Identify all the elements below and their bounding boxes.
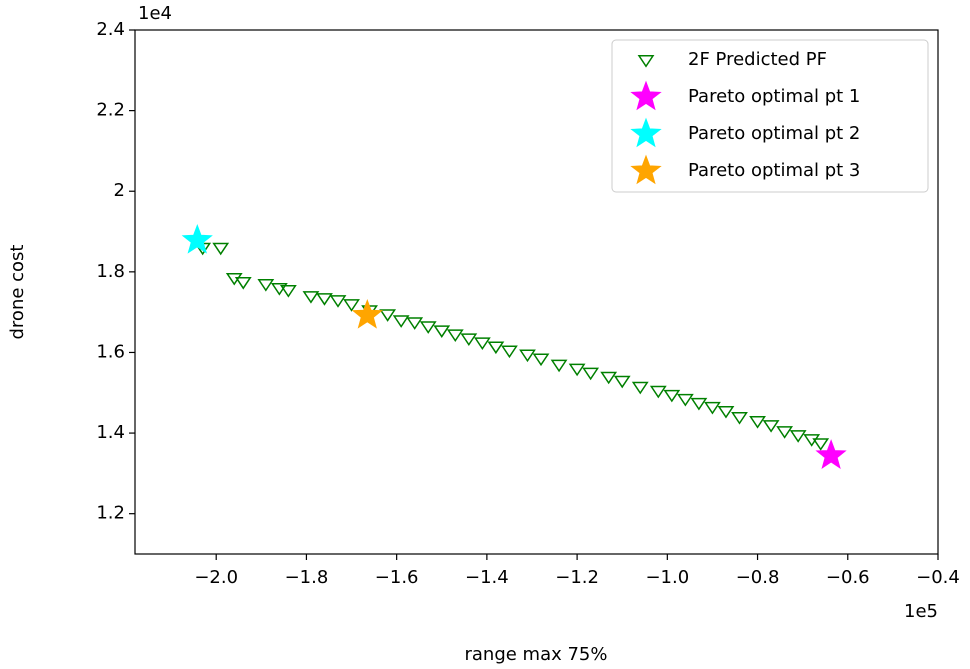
x-tick-label: −1.8 xyxy=(285,567,329,588)
y-tick-label: 1.8 xyxy=(96,261,125,282)
y-offset-text: 1e4 xyxy=(138,3,172,24)
point xyxy=(279,285,297,298)
legend-label: Pareto optimal pt 3 xyxy=(688,160,860,181)
point xyxy=(812,438,830,451)
legend-box xyxy=(611,39,929,193)
y-tick-label: 1.2 xyxy=(96,503,125,524)
x-tick-label: −1.0 xyxy=(645,567,689,588)
point xyxy=(762,420,780,433)
point xyxy=(676,393,694,407)
point xyxy=(419,321,437,334)
point xyxy=(663,389,681,403)
point xyxy=(379,309,397,322)
point xyxy=(600,371,618,385)
point xyxy=(234,276,252,290)
point xyxy=(392,315,410,328)
y-tick-label: 2 xyxy=(114,180,125,201)
point xyxy=(550,359,568,373)
star-point xyxy=(351,298,383,329)
point xyxy=(789,430,807,443)
point xyxy=(501,345,518,359)
point xyxy=(446,329,464,342)
y-axis-label: drone cost xyxy=(7,245,28,340)
point xyxy=(343,299,360,312)
point xyxy=(433,325,451,338)
point xyxy=(613,375,631,389)
x-tick-label: −1.6 xyxy=(375,567,419,588)
point xyxy=(749,416,766,429)
x-offset-text: 1e5 xyxy=(904,601,938,622)
point xyxy=(568,363,586,377)
star-point xyxy=(181,223,213,254)
x-tick-label: −1.2 xyxy=(555,567,599,588)
point xyxy=(582,367,600,381)
x-axis-label: range max 75% xyxy=(464,644,607,665)
legend-marker xyxy=(630,80,662,111)
legend-marker xyxy=(630,117,662,148)
point xyxy=(776,426,794,439)
legend-label: Pareto optimal pt 1 xyxy=(688,86,860,107)
y-tick-label: 1.6 xyxy=(96,341,125,362)
point xyxy=(519,349,536,363)
point xyxy=(690,397,708,411)
x-tick-label: −1.4 xyxy=(465,567,509,588)
y-tick-label: 2.4 xyxy=(96,19,125,40)
point xyxy=(406,317,424,330)
y-tick-label: 1.4 xyxy=(96,422,125,443)
legend-label: 2F Predicted PF xyxy=(688,49,827,70)
point xyxy=(717,405,735,419)
point xyxy=(460,333,478,347)
legend-marker xyxy=(630,154,662,185)
point xyxy=(532,353,550,367)
point xyxy=(631,381,649,395)
star-point xyxy=(815,439,847,469)
legend: 2F Predicted PF Pareto optimal pt 1 Pareto… xyxy=(611,39,929,193)
point xyxy=(316,293,333,306)
plot-frame xyxy=(134,29,939,555)
point xyxy=(473,337,491,351)
x-tick-label: −2.0 xyxy=(194,567,238,588)
legend-marker xyxy=(637,55,655,68)
point xyxy=(257,278,275,292)
legend-label: Pareto optimal pt 2 xyxy=(688,123,860,144)
point xyxy=(649,385,667,399)
point xyxy=(302,291,320,304)
x-tick-label: −0.8 xyxy=(736,567,780,588)
point xyxy=(731,412,748,425)
point xyxy=(487,341,505,355)
point xyxy=(329,295,347,308)
x-tick-label: −0.6 xyxy=(826,567,870,588)
point xyxy=(704,401,721,415)
y-tick-label: 2.2 xyxy=(96,100,125,121)
point xyxy=(212,242,230,256)
x-tick-label: −0.4 xyxy=(916,567,960,588)
